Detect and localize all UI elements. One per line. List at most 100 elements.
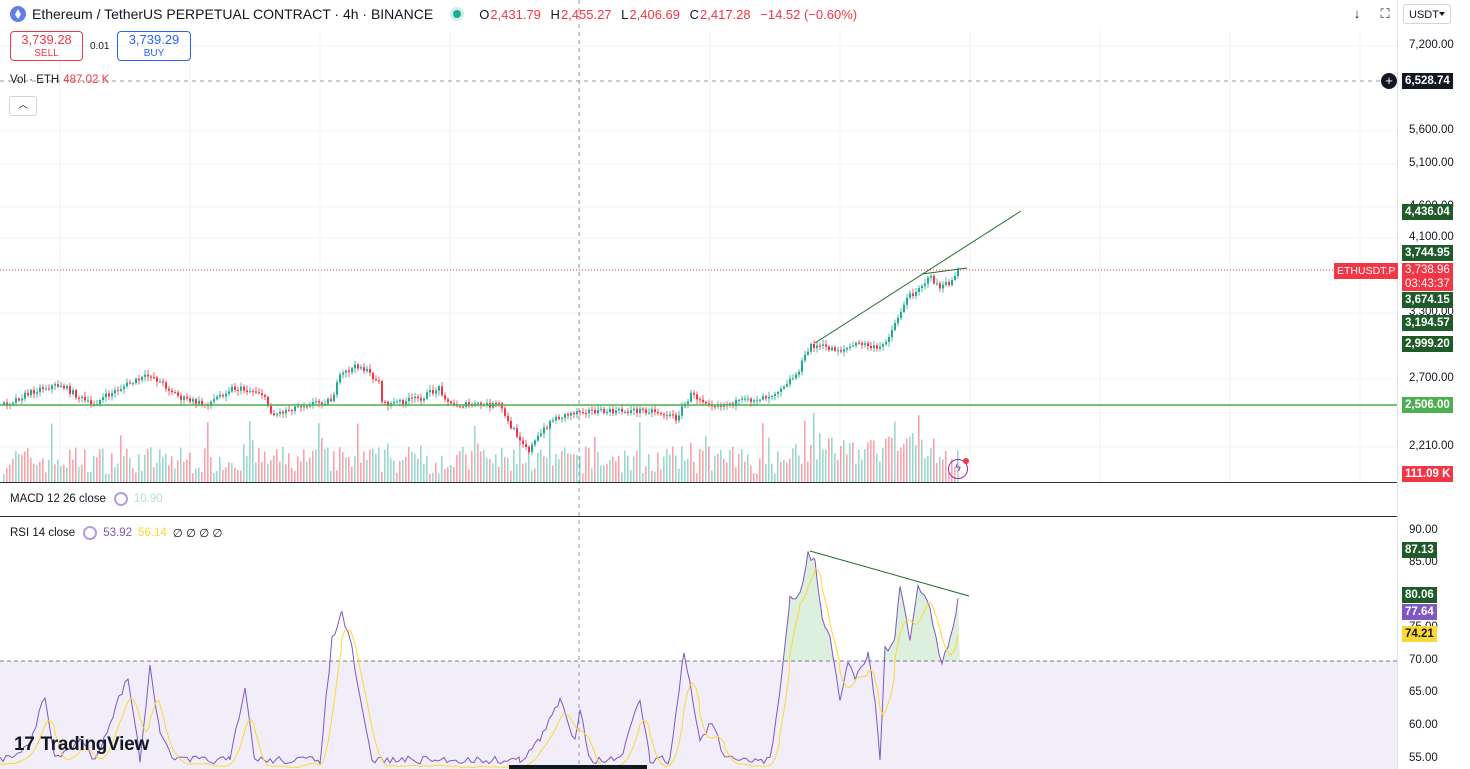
price-axis[interactable]: [1397, 0, 1470, 769]
volume-bar: [822, 449, 824, 482]
pane-divider[interactable]: [0, 482, 1397, 483]
price-level-label: 4,436.04: [1402, 204, 1453, 220]
volume-bar: [588, 447, 590, 482]
volume-bar: [300, 461, 302, 482]
sell-price: 3,739.28: [21, 32, 72, 47]
market-open-icon: [453, 10, 462, 18]
volume-bar: [183, 461, 185, 482]
volume-bar: [318, 423, 320, 482]
time-scrollbar[interactable]: [509, 765, 647, 769]
volume-bar: [75, 447, 77, 482]
candle: [135, 378, 137, 384]
macd-legend[interactable]: MACD 12 26 close 10.90: [10, 492, 163, 506]
rsi-line: [0, 551, 959, 766]
volume-bar: [228, 462, 230, 482]
volume-bar: [354, 456, 356, 482]
volume-bar: [309, 457, 311, 482]
volume-bar: [651, 470, 653, 482]
candle: [510, 420, 512, 429]
volume-bar: [420, 445, 422, 482]
tradingview-logo[interactable]: 17 TradingView: [14, 734, 149, 756]
candle: [180, 395, 182, 400]
volume-bar: [471, 451, 473, 482]
candle: [216, 396, 218, 400]
volume-legend[interactable]: Vol · ETH 487.02 K: [10, 74, 109, 86]
volume-bar: [342, 452, 344, 482]
volume-bar: [174, 468, 176, 482]
symbol-title[interactable]: Ethereum / TetherUS PERPETUAL CONTRACT ·…: [32, 6, 434, 22]
candle: [540, 433, 542, 436]
candle: [375, 379, 377, 381]
candle: [72, 390, 74, 394]
candle: [870, 345, 872, 349]
volume-bar: [135, 472, 137, 482]
buy-button[interactable]: 3,739.29 BUY: [117, 31, 191, 61]
buy-label: BUY: [143, 48, 165, 59]
volume-bar: [165, 453, 167, 482]
add-alert-icon[interactable]: +: [1381, 73, 1397, 89]
ethereum-logo-icon: [10, 6, 26, 22]
candle: [3, 402, 5, 405]
candle: [753, 400, 755, 402]
volume-bar: [357, 423, 359, 482]
candle: [438, 386, 440, 391]
candle: [297, 406, 299, 408]
volume-bar: [369, 449, 371, 482]
volume-bar: [669, 454, 671, 482]
volume-bar: [534, 468, 536, 482]
candle: [441, 386, 443, 396]
candle: [429, 390, 431, 393]
candle: [306, 406, 308, 408]
collapse-legend-button[interactable]: ︿: [9, 96, 37, 116]
volume-bar: [912, 432, 914, 482]
volume-bar: [30, 457, 32, 482]
sell-button[interactable]: 3,739.28 SELL: [10, 31, 83, 61]
volume-bar: [735, 467, 737, 482]
candle: [150, 376, 152, 378]
volume-bar: [654, 471, 656, 482]
candle: [27, 392, 29, 396]
lightning-icon[interactable]: ϟ: [948, 458, 969, 479]
rsi-divergence-line: [809, 550, 970, 597]
candle: [210, 401, 212, 407]
candle: [132, 383, 134, 385]
candle: [516, 428, 518, 437]
candle: [744, 398, 746, 400]
volume-bar: [195, 468, 197, 482]
currency-select[interactable]: USDT: [1403, 4, 1451, 24]
candle: [459, 406, 461, 408]
candle: [585, 413, 587, 415]
volume-bar: [111, 453, 113, 482]
candle: [759, 399, 761, 401]
volume-bar: [9, 464, 11, 482]
candle: [564, 414, 566, 418]
candle: [795, 374, 797, 379]
volume-bar: [729, 450, 731, 482]
volume-bar: [879, 461, 881, 482]
volume-bar: [138, 454, 140, 482]
volume-bar: [417, 458, 419, 482]
candle: [693, 392, 695, 395]
volume-bar: [414, 453, 416, 482]
candle: [600, 409, 602, 411]
pane-divider[interactable]: [0, 516, 1397, 517]
volume-bar: [327, 447, 329, 482]
price-tick-label: 5,600.00: [1409, 124, 1454, 136]
volume-bar: [699, 449, 701, 482]
candle: [513, 428, 515, 430]
download-button[interactable]: ↓: [1346, 4, 1368, 24]
candle: [477, 402, 479, 404]
price-chart[interactable]: [0, 0, 1397, 769]
price-tick-label: 4,100.00: [1409, 231, 1454, 243]
volume-bar: [231, 462, 233, 482]
candle: [219, 395, 221, 397]
volume-bar: [780, 461, 782, 482]
candle: [741, 398, 743, 400]
candle: [57, 384, 59, 387]
candle: [51, 385, 53, 390]
close-value: 2,417.28: [700, 6, 751, 22]
rsi-legend[interactable]: RSI 14 close 53.92 56.14 ∅ ∅ ∅ ∅: [10, 526, 222, 540]
candle: [822, 344, 824, 346]
fullscreen-button[interactable]: ⛶: [1374, 4, 1396, 24]
volume-bar: [864, 449, 866, 482]
